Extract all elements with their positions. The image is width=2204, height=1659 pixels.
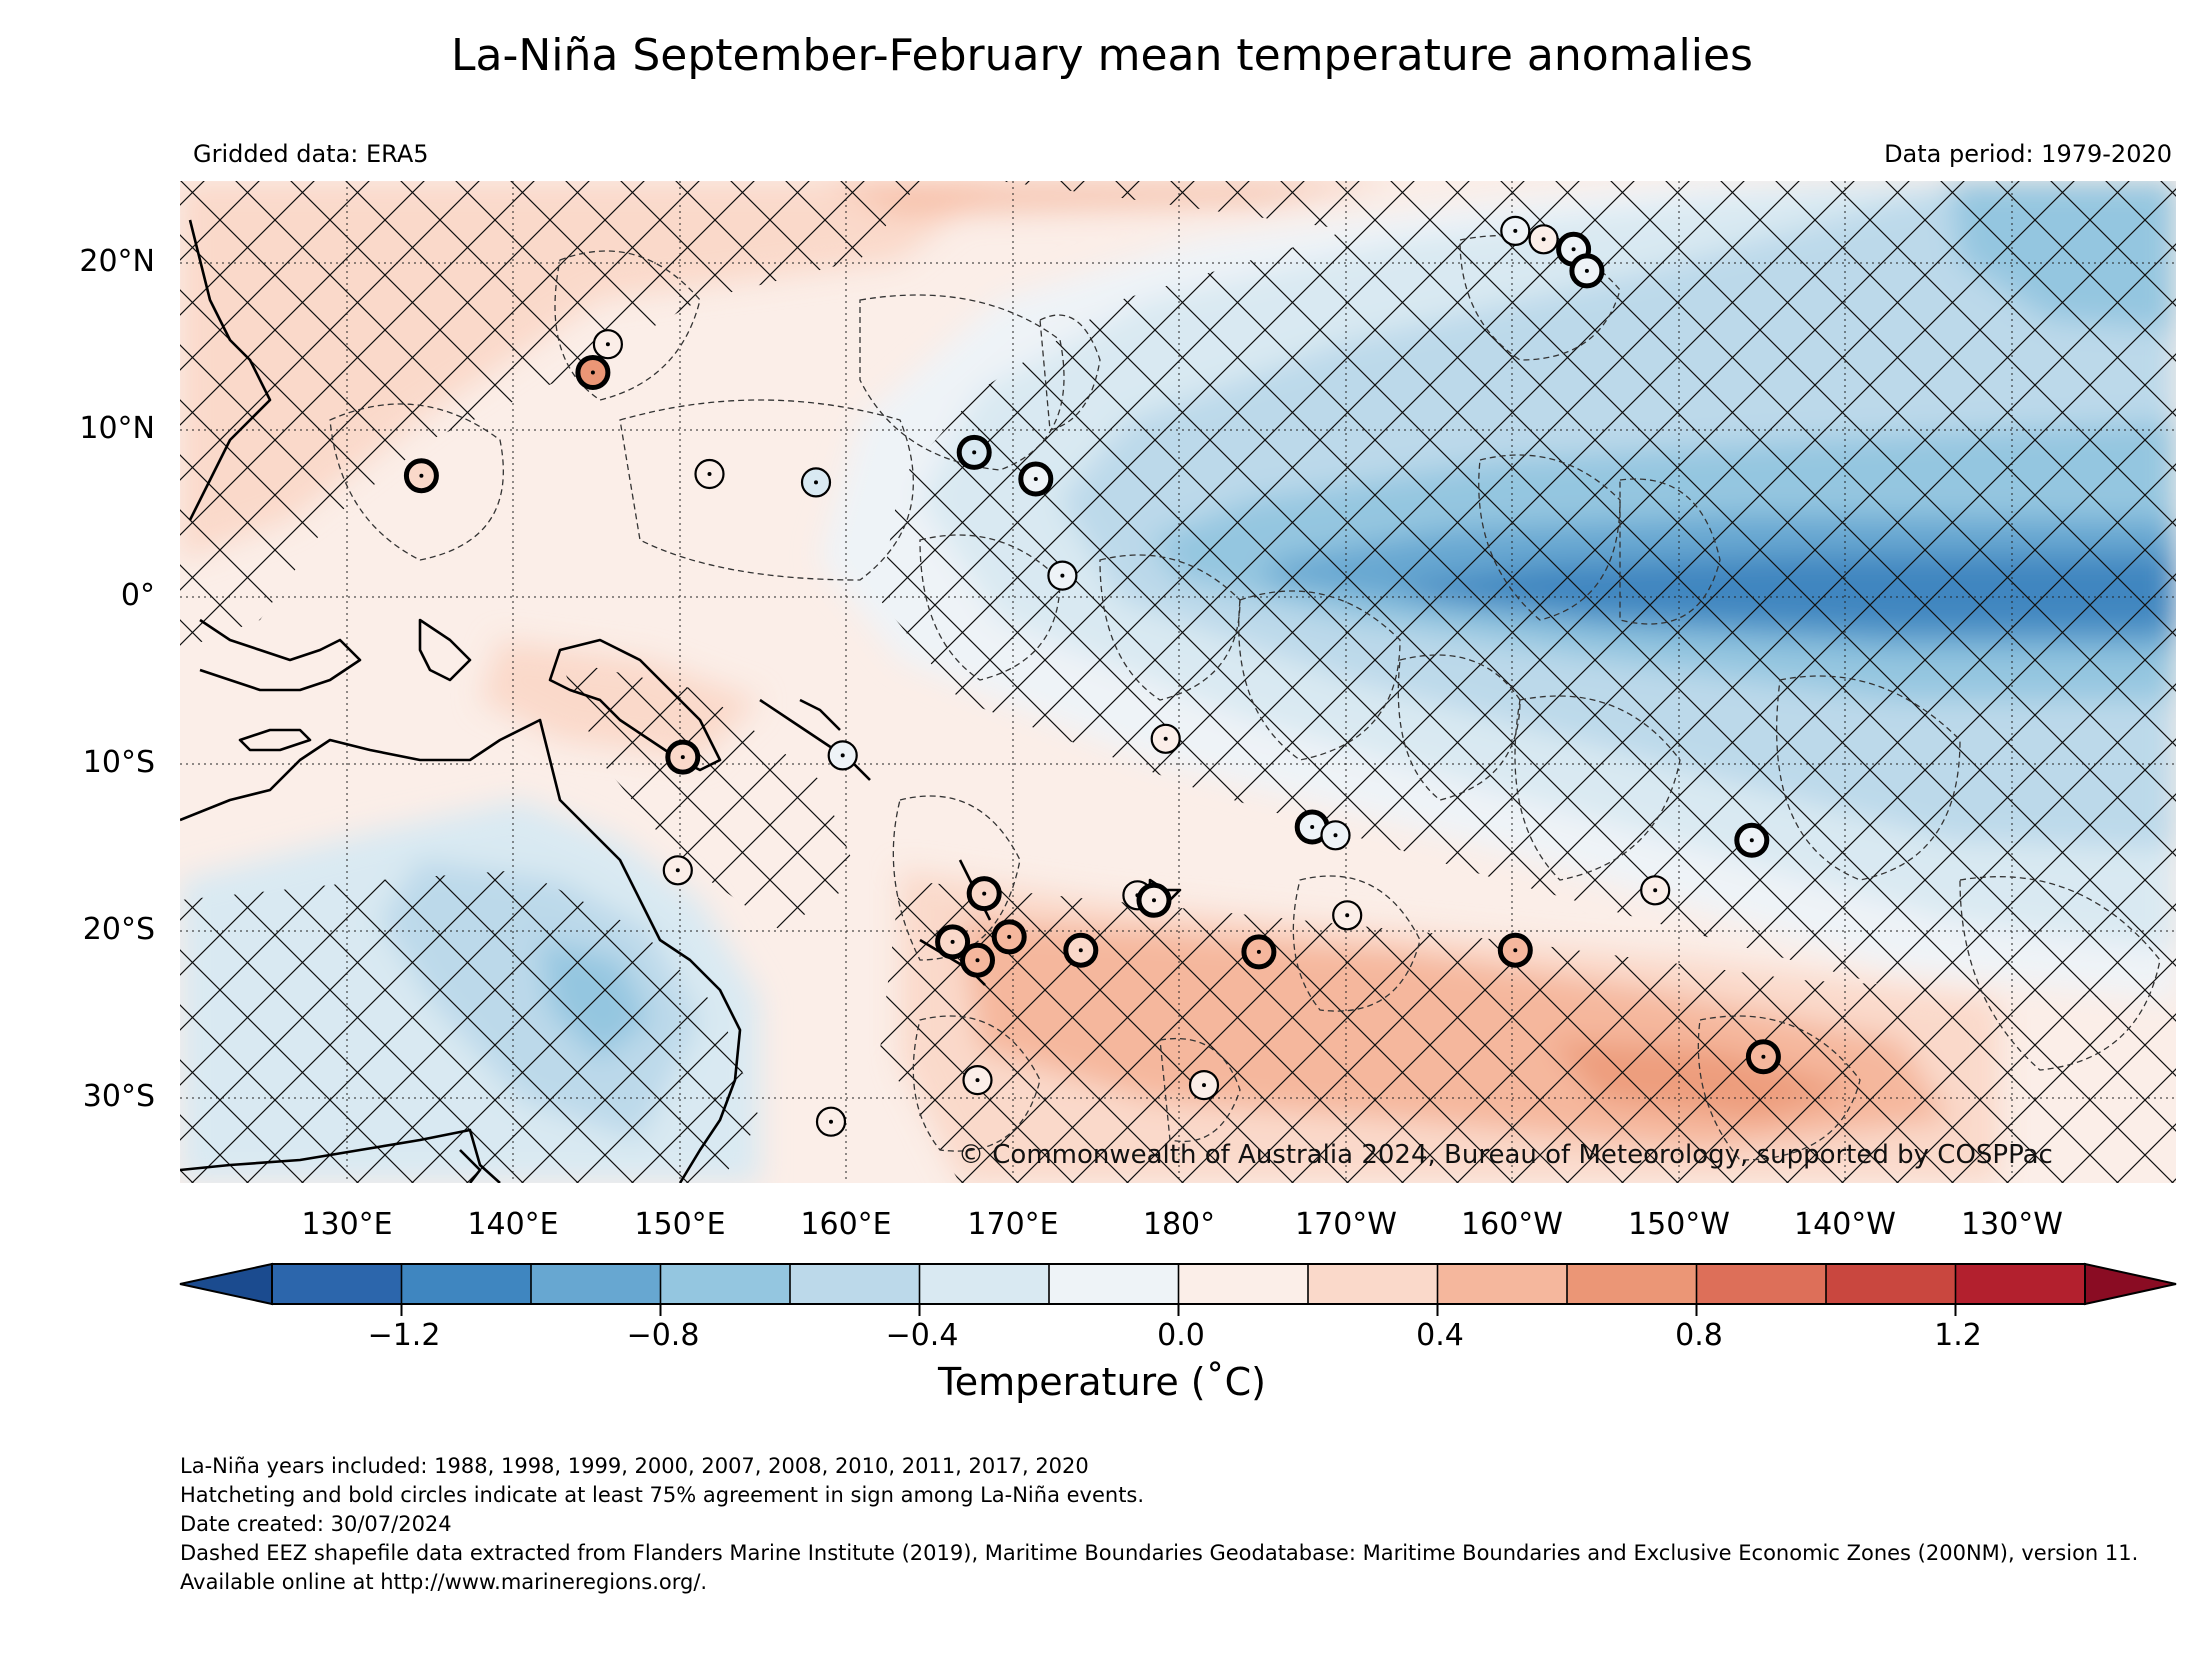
- footnote-date: Date created: 30/07/2024: [180, 1512, 452, 1536]
- colorbar-segment: [1826, 1264, 1956, 1304]
- lon-label-130e: 130°E: [301, 1207, 393, 1242]
- colorbar-segment: [1567, 1264, 1697, 1304]
- colorbar-segment: [790, 1264, 920, 1304]
- island-dot: [1513, 948, 1518, 953]
- lat-label-10s: 10°S: [82, 745, 155, 780]
- island-dot: [829, 1119, 833, 1124]
- island-dot: [1749, 838, 1754, 843]
- station-markers: [403, 215, 1781, 1137]
- colorbar-segment: [1696, 1264, 1827, 1304]
- island-dot: [975, 958, 980, 963]
- lon-label-150w: 150°W: [1628, 1207, 1730, 1242]
- lon-label-160e: 160°E: [800, 1207, 892, 1242]
- island-dot: [1333, 833, 1338, 838]
- island-dot: [605, 342, 610, 347]
- footnote-years: La-Niña years included: 1988, 1998, 1999…: [180, 1454, 1089, 1478]
- colorbar-segment: [1178, 1264, 1309, 1304]
- island-dot: [1163, 736, 1168, 741]
- data-period-label: Data period: 1979-2020: [1884, 140, 2172, 168]
- colorbar-label: Temperature (˚C): [938, 1360, 1266, 1404]
- island-dot: [982, 891, 987, 896]
- footnote-eez-source: Dashed EEZ shapefile data extracted from…: [180, 1541, 2139, 1594]
- footnotes: La-Niña years included: 1988, 1998, 1999…: [180, 1452, 2160, 1597]
- island-dot: [1571, 247, 1576, 252]
- colorbar-frame: [271, 1263, 2086, 1305]
- island-dot: [1152, 898, 1156, 903]
- island-dot: [1541, 237, 1546, 242]
- colorbar-segment: [1308, 1264, 1438, 1304]
- lon-label-160w: 160°W: [1461, 1207, 1563, 1242]
- island-dot: [1256, 949, 1261, 954]
- colorbar-segment: [1437, 1264, 1568, 1304]
- lon-label-140w: 140°W: [1794, 1207, 1896, 1242]
- lat-label-20s: 20°S: [82, 912, 155, 947]
- island-dot: [1033, 477, 1038, 481]
- colorbar-tick-label: −0.8: [626, 1318, 700, 1353]
- island-dot: [675, 868, 680, 873]
- colorbar-segment: [272, 1264, 402, 1304]
- lon-label-180: 180°: [1142, 1207, 1216, 1242]
- colorbar-segment: [1049, 1264, 1179, 1304]
- footnote-hatching: Hatcheting and bold circles indicate at …: [180, 1483, 1145, 1507]
- colorbar-tick-label: 1.2: [1934, 1318, 1982, 1353]
- colorbar-tick-label: −1.2: [367, 1318, 441, 1353]
- colorbar-tick-label: 0.4: [1416, 1318, 1464, 1353]
- island-dot: [1584, 268, 1589, 273]
- colorbar-tick-label: 0.8: [1675, 1318, 1723, 1353]
- island-dot: [1653, 888, 1658, 893]
- map-title: La-Niña September-February mean temperat…: [451, 30, 1753, 81]
- island-dot: [1060, 573, 1065, 578]
- coastlines: [180, 219, 1182, 1183]
- island-dot: [1310, 825, 1315, 829]
- lon-label-170e: 170°E: [967, 1207, 1059, 1242]
- lat-label-30s: 30°S: [82, 1079, 155, 1114]
- lon-label-170w: 170°W: [1295, 1207, 1397, 1242]
- island-dot: [1345, 913, 1350, 918]
- island-dot: [1202, 1083, 1206, 1088]
- island-dot: [1007, 934, 1012, 939]
- colorbar-extend-low: [179, 1262, 273, 1306]
- island-dot: [975, 1078, 980, 1083]
- island-dot: [814, 480, 818, 485]
- lat-label-equator: 0°: [120, 578, 155, 613]
- colorbar-segment: [1955, 1264, 2086, 1304]
- colorbar-segment: [531, 1264, 661, 1304]
- lat-label-20n: 20°N: [79, 244, 155, 279]
- colorbar-segment: [401, 1264, 532, 1304]
- island-dot: [950, 939, 955, 944]
- colorbar-segment: [660, 1264, 791, 1304]
- colorbar-tick-label: 0.0: [1157, 1318, 1205, 1353]
- island-dot: [419, 473, 424, 478]
- island-dot: [1761, 1054, 1766, 1059]
- hatching-regions: [180, 181, 2176, 1183]
- colorbar-extend-high: [2084, 1262, 2177, 1306]
- gridded-data-label: Gridded data: ERA5: [193, 140, 429, 168]
- island-dot: [707, 472, 712, 476]
- island-dot: [840, 753, 845, 758]
- island-dot: [680, 755, 685, 760]
- lon-label-140e: 140°E: [467, 1207, 559, 1242]
- colorbar-tick-label: −0.4: [885, 1318, 959, 1353]
- island-dot: [590, 370, 595, 375]
- anomaly-map: [180, 181, 2176, 1183]
- lon-label-130w: 130°W: [1961, 1207, 2063, 1242]
- lon-label-150e: 150°E: [634, 1207, 726, 1242]
- colorbar-segment: [919, 1264, 1050, 1304]
- lat-label-10n: 10°N: [79, 411, 155, 446]
- island-dot: [972, 450, 977, 455]
- island-dot: [1078, 948, 1083, 953]
- graticule: [180, 181, 2176, 1183]
- copyright-notice: © Commonwealth of Australia 2024, Bureau…: [958, 1140, 2053, 1170]
- island-dot: [1513, 228, 1518, 233]
